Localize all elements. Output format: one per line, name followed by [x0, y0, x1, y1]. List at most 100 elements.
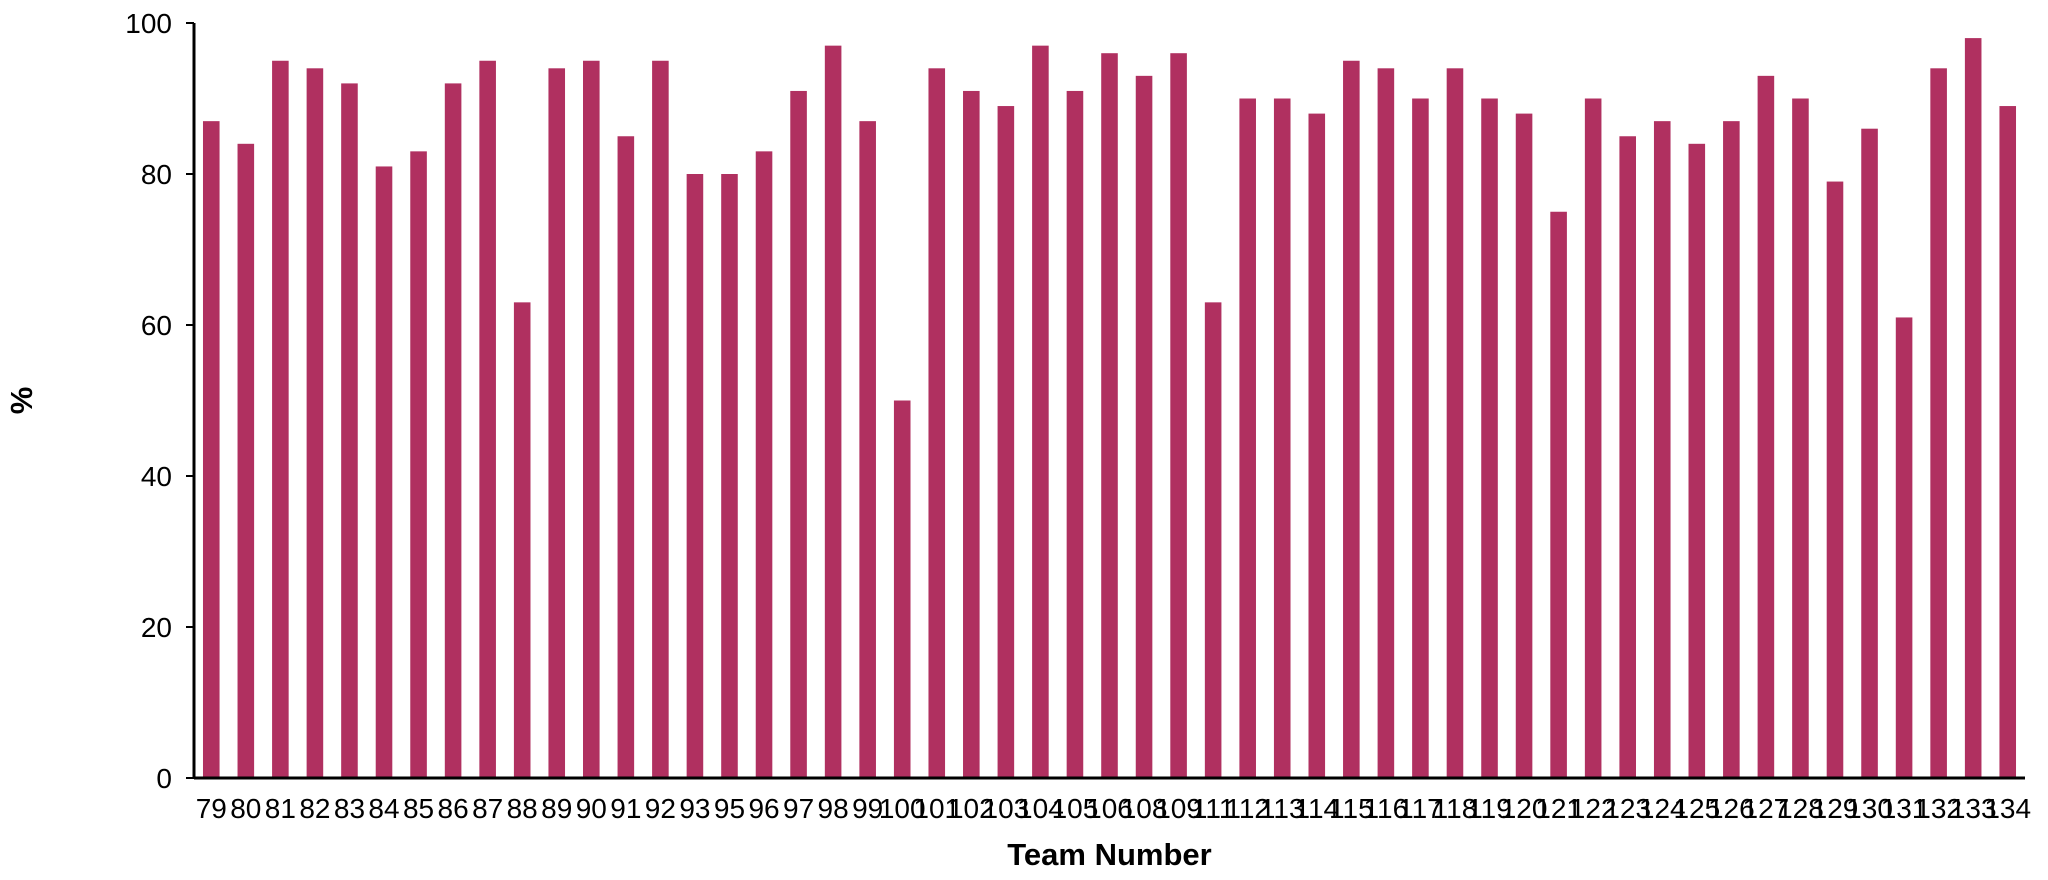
x-tick-label: 101	[913, 793, 960, 824]
bar-team-86	[444, 83, 462, 778]
x-tick-label: 126	[1708, 793, 1755, 824]
bar-team-118	[1446, 68, 1464, 779]
bar-series	[202, 38, 2017, 779]
x-tick-label: 87	[472, 793, 503, 824]
bar-team-92	[652, 60, 669, 778]
x-tick-label: 81	[265, 793, 296, 824]
bar-team-116	[1377, 68, 1395, 779]
bar-team-105	[1066, 90, 1084, 778]
bar-team-81	[272, 60, 289, 778]
bar-team-99	[859, 121, 876, 778]
bar-team-98	[824, 45, 842, 778]
bar-team-124	[1653, 121, 1671, 778]
bar-team-129	[1826, 181, 1844, 779]
bar-team-87	[479, 60, 496, 778]
bar-team-100	[893, 400, 911, 778]
x-tick-label: 125	[1673, 793, 1720, 824]
bar-team-88	[513, 302, 531, 778]
bar-team-91	[617, 136, 635, 778]
bar-team-132	[1930, 68, 1947, 779]
x-tick-label: 93	[679, 793, 710, 824]
bar-team-90	[583, 60, 600, 778]
bar-team-97	[790, 90, 807, 778]
x-tick-label: 99	[852, 793, 883, 824]
bar-team-134	[1999, 106, 2017, 779]
bar-team-79	[202, 121, 220, 778]
bar-team-101	[928, 68, 946, 779]
x-tick-label: 90	[576, 793, 607, 824]
x-tick-label: 96	[748, 793, 779, 824]
y-tick-label: 40	[141, 461, 172, 492]
bar-team-113	[1273, 98, 1291, 778]
bar-team-117	[1412, 98, 1429, 778]
x-tick-label: 106	[1086, 793, 1133, 824]
x-tick-label: 121	[1535, 793, 1582, 824]
x-tick-label: 80	[230, 793, 261, 824]
x-tick-label: 83	[334, 793, 365, 824]
x-tick-label: 82	[299, 793, 330, 824]
bar-team-133	[1964, 38, 1982, 779]
bar-team-108	[1135, 75, 1153, 779]
x-tick-label: 116	[1364, 793, 1409, 824]
x-tick-label: 119	[1467, 793, 1512, 824]
x-tick-label: 128	[1777, 793, 1824, 824]
x-tick-label: 92	[645, 793, 676, 824]
x-tick-label: 84	[368, 793, 399, 824]
x-tick-label: 104	[1017, 793, 1064, 824]
bar-team-80	[237, 143, 255, 779]
bar-team-126	[1723, 121, 1740, 778]
x-tick-label: 130	[1846, 793, 1893, 824]
x-tick-label: 113	[1260, 793, 1305, 824]
x-tick-label: 115	[1329, 793, 1374, 824]
bar-team-95	[721, 174, 738, 778]
x-tick-label: 134	[1984, 793, 2031, 824]
bar-team-125	[1688, 143, 1706, 779]
bar-team-131	[1895, 317, 1913, 778]
x-tick-label: 95	[714, 793, 745, 824]
x-tick-label: 118	[1433, 793, 1478, 824]
bar-team-109	[1170, 53, 1187, 778]
y-tick-label: 60	[141, 310, 172, 341]
x-tick-label: 98	[818, 793, 849, 824]
x-tick-label: 111	[1192, 793, 1235, 824]
y-tick-label: 20	[141, 612, 172, 643]
y-axis-title: %	[4, 387, 39, 415]
x-tick-label: 88	[507, 793, 538, 824]
x-tick-label: 131	[1881, 793, 1928, 824]
bar-team-112	[1239, 98, 1256, 778]
x-tick-label: 129	[1812, 793, 1859, 824]
x-axis-title: Team Number	[1007, 837, 1211, 872]
bar-team-103	[997, 106, 1015, 779]
x-tick-label: 120	[1501, 793, 1548, 824]
y-tick-label: 80	[141, 159, 172, 190]
x-tick-label: 79	[196, 793, 227, 824]
bar-team-115	[1343, 60, 1360, 778]
bar-team-96	[755, 151, 773, 779]
x-tick-label: 86	[438, 793, 469, 824]
x-tick-label: 103	[983, 793, 1030, 824]
bar-team-127	[1757, 75, 1775, 779]
x-tick-label: 105	[1052, 793, 1099, 824]
x-tick-label: 89	[541, 793, 572, 824]
bar-team-111	[1204, 302, 1222, 778]
bar-team-82	[306, 68, 324, 779]
x-tick-label: 100	[879, 793, 926, 824]
bar-team-128	[1792, 98, 1809, 778]
x-tick-label: 132	[1915, 793, 1962, 824]
x-tick-label: 102	[948, 793, 995, 824]
bar-team-84	[375, 166, 393, 778]
x-tick-label: 117	[1398, 793, 1443, 824]
bar-team-106	[1101, 53, 1118, 778]
bar-team-85	[410, 151, 427, 779]
bar-team-119	[1481, 98, 1498, 778]
bar-team-122	[1584, 98, 1602, 778]
x-tick-label: 122	[1570, 793, 1617, 824]
bar-team-121	[1550, 211, 1567, 778]
x-tick-label: 97	[783, 793, 814, 824]
y-axis-ticks: 0 20 40 60 80 100	[125, 8, 194, 794]
bar-team-89	[548, 68, 566, 779]
bar-team-123	[1619, 136, 1636, 778]
x-tick-label: 124	[1639, 793, 1686, 824]
